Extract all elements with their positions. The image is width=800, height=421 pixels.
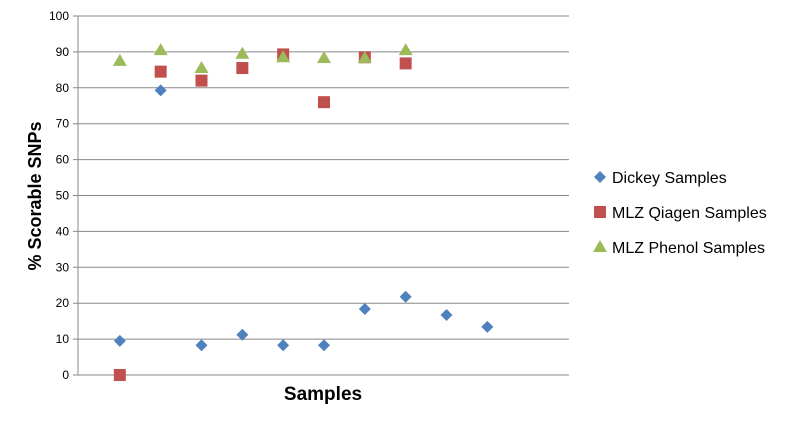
data-point-diamond bbox=[481, 320, 494, 333]
data-point-diamond bbox=[318, 339, 330, 352]
data-point-diamond bbox=[154, 84, 167, 97]
data-point-square bbox=[399, 57, 412, 70]
y-tick-label: 70 bbox=[56, 117, 70, 131]
data-point-diamond bbox=[113, 334, 126, 347]
data-point-triangle bbox=[194, 61, 209, 74]
y-tick-label: 0 bbox=[62, 368, 69, 382]
data-point-diamond bbox=[399, 290, 412, 303]
y-tick-label: 50 bbox=[56, 189, 70, 203]
data-point-triangle bbox=[357, 51, 372, 64]
y-axis-label: % Scorable SNPs bbox=[25, 121, 45, 270]
data-point-diamond bbox=[277, 339, 290, 352]
data-point-triangle bbox=[112, 53, 127, 66]
data-point-triangle bbox=[398, 43, 413, 56]
data-point-square bbox=[113, 369, 126, 381]
legend-label: MLZ Phenol Samples bbox=[612, 240, 765, 257]
legend: Dickey Samples MLZ Qiagen Samples MLZ Phen… bbox=[593, 170, 767, 257]
y-tick-label: 60 bbox=[56, 153, 70, 167]
legend-label: MLZ Qiagen Samples bbox=[612, 205, 767, 222]
y-tick-label: 90 bbox=[56, 45, 70, 59]
data-point-diamond bbox=[440, 309, 453, 322]
data-point-square bbox=[318, 96, 330, 109]
y-tick-label: 20 bbox=[56, 296, 70, 310]
y-tick-label: 40 bbox=[56, 224, 70, 238]
legend-label: Dickey Samples bbox=[612, 170, 727, 187]
legend-diamond-icon bbox=[594, 171, 606, 183]
legend-square-icon bbox=[594, 206, 606, 218]
data-point-diamond bbox=[236, 328, 249, 341]
data-point-diamond bbox=[358, 302, 371, 315]
data-point-triangle bbox=[317, 51, 331, 64]
data-point-triangle bbox=[276, 50, 291, 63]
data-point-square bbox=[195, 74, 208, 87]
y-tick-label: 80 bbox=[56, 81, 70, 95]
y-tick-label: 10 bbox=[56, 332, 70, 346]
data-point-square bbox=[154, 65, 167, 78]
y-tick-label: 100 bbox=[49, 9, 69, 23]
data-point-triangle bbox=[235, 46, 250, 59]
y-tick-label: 30 bbox=[56, 260, 70, 274]
data-point-square bbox=[236, 62, 249, 75]
data-point-triangle bbox=[153, 43, 168, 56]
x-axis-label: Samples bbox=[284, 384, 362, 405]
data-point-diamond bbox=[195, 339, 208, 352]
legend-triangle-icon bbox=[593, 240, 607, 252]
